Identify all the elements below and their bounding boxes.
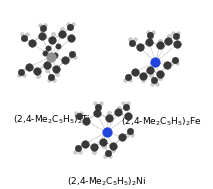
Text: (2,4-Me$_2$C$_5$H$_5$)$_2$Fe: (2,4-Me$_2$C$_5$H$_5$)$_2$Fe [121,116,201,128]
Text: (2,4-Me$_2$C$_5$H$_5$)$_2$Ti: (2,4-Me$_2$C$_5$H$_5$)$_2$Ti [13,114,91,126]
Text: (2,4-Me$_2$C$_5$H$_5$)$_2$Ni: (2,4-Me$_2$C$_5$H$_5$)$_2$Ni [67,176,146,188]
